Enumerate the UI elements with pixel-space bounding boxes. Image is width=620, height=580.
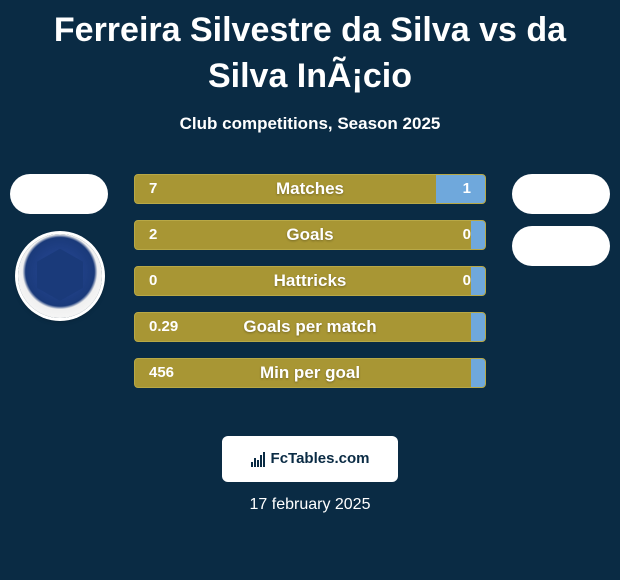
- stats-area: 7Matches12Goals00Hattricks00.29Goals per…: [0, 174, 620, 424]
- stat-right-value: 0: [463, 267, 471, 295]
- stat-row: 0Hattricks0: [134, 266, 486, 296]
- stat-label: Min per goal: [135, 359, 485, 387]
- club-badge: [18, 234, 102, 318]
- bar-chart-icon: [251, 451, 265, 467]
- stat-row: 7Matches1: [134, 174, 486, 204]
- subtitle: Club competitions, Season 2025: [0, 114, 620, 134]
- stat-right-value: 1: [463, 175, 471, 203]
- stat-row: 456Min per goal: [134, 358, 486, 388]
- stat-right-value: 0: [463, 221, 471, 249]
- watermark-text: FcTables.com: [271, 450, 370, 467]
- stat-label: Matches: [135, 175, 485, 203]
- stat-label: Goals: [135, 221, 485, 249]
- club-badge-shield: [37, 249, 83, 301]
- comparison-card: Ferreira Silvestre da Silva vs da Silva …: [0, 0, 620, 580]
- date-line: 17 february 2025: [0, 496, 620, 514]
- stat-label: Goals per match: [135, 313, 485, 341]
- stat-row: 2Goals0: [134, 220, 486, 250]
- stat-row: 0.29Goals per match: [134, 312, 486, 342]
- player-left-avatar-placeholder: [10, 174, 108, 214]
- page-title: Ferreira Silvestre da Silva vs da Silva …: [0, 0, 620, 100]
- comparison-bars: 7Matches12Goals00Hattricks00.29Goals per…: [134, 174, 486, 404]
- watermark: FcTables.com: [222, 436, 398, 482]
- player-right-club-placeholder: [512, 226, 610, 266]
- player-right-avatar-placeholder: [512, 174, 610, 214]
- stat-label: Hattricks: [135, 267, 485, 295]
